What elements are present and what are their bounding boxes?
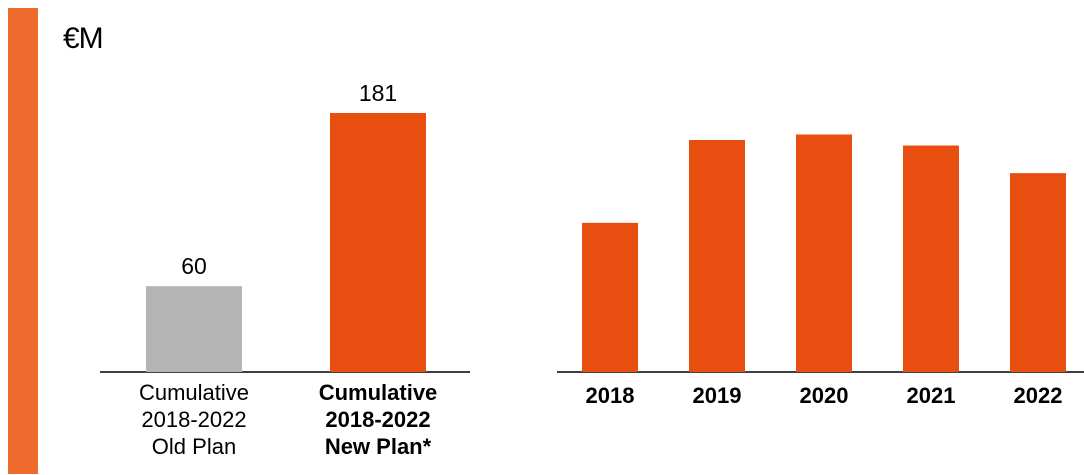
bar-2019 bbox=[689, 140, 745, 372]
category-label: Cumulative bbox=[319, 380, 438, 405]
year-label: 2019 bbox=[693, 383, 742, 408]
year-label: 2020 bbox=[800, 383, 849, 408]
category-label: New Plan* bbox=[325, 434, 432, 459]
year-label: 2021 bbox=[907, 383, 956, 408]
accent-bar bbox=[8, 8, 38, 474]
year-label: 2018 bbox=[586, 383, 635, 408]
bar-2018 bbox=[582, 222, 638, 372]
category-label: Cumulative bbox=[139, 380, 249, 405]
data-label: 60 bbox=[181, 253, 207, 279]
category-label: 2018-2022 bbox=[141, 407, 246, 432]
bar-2022 bbox=[1010, 173, 1066, 372]
bar-new-plan bbox=[330, 113, 426, 372]
bar-old-plan bbox=[146, 286, 242, 372]
bar-2021 bbox=[903, 145, 959, 372]
data-label: 181 bbox=[359, 80, 397, 106]
year-label: 2022 bbox=[1014, 383, 1063, 408]
category-label: 2018-2022 bbox=[325, 407, 430, 432]
category-label: Old Plan bbox=[152, 434, 236, 459]
bar-2020 bbox=[796, 134, 852, 372]
unit-label: €M bbox=[63, 22, 104, 55]
